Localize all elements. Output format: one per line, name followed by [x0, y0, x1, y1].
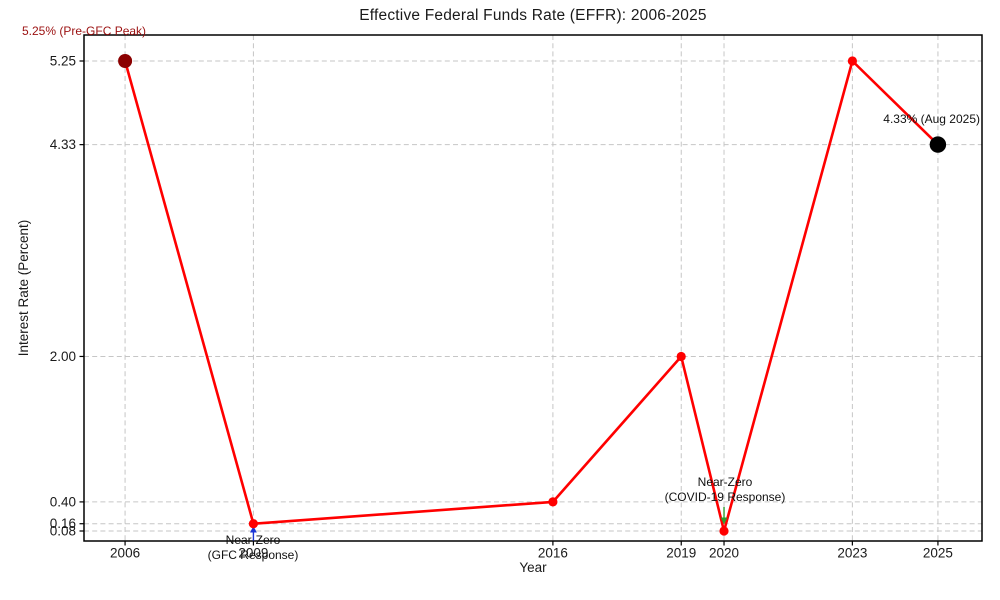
x-axis-title: Year: [519, 560, 547, 575]
x-tick-label-2009: 2009: [238, 546, 268, 561]
annotation-gfc-response: Near-Zero (GFC Response): [207, 533, 299, 562]
data-point-2020: [719, 526, 729, 536]
data-point-2016: [548, 497, 558, 507]
y-tick-label-0.08: 0.08: [50, 524, 76, 539]
data-point-2009: [248, 519, 258, 529]
annotation-pre-gfc-peak: 5.25% (Pre-GFC Peak): [22, 24, 147, 38]
effr-series-line: [123, 59, 940, 533]
y-tick-label-0.16: 0.16: [50, 516, 76, 531]
y-tick-label-5.25: 5.25: [50, 54, 76, 69]
plot-frame: [83, 34, 983, 542]
y-tick-label-4.33: 4.33: [50, 137, 76, 152]
x-tick-label-2020: 2020: [709, 546, 739, 561]
y-tick-label-0.40: 0.40: [50, 494, 76, 509]
data-point-2023: [847, 56, 858, 66]
x-tick-label-2006: 2006: [110, 546, 140, 561]
gfc-arrow-head: [250, 526, 257, 533]
x-tick-label-2023: 2023: [837, 546, 867, 561]
x-tick-label-2016: 2016: [538, 546, 568, 561]
y-tick-label-2.00: 2.00: [50, 349, 76, 364]
x-tick-label-2025: 2025: [923, 546, 953, 561]
data-point-2006: [118, 54, 133, 68]
data-point-2025: [929, 136, 947, 153]
covid-arrow-head: [720, 517, 728, 525]
chart-title: Effective Federal Funds Rate (EFFR): 200…: [359, 7, 707, 24]
data-point-2019: [676, 351, 686, 362]
annotation-aug-2025: 4.33% (Aug 2025): [883, 112, 980, 126]
x-tick-label-2019: 2019: [666, 546, 696, 561]
annotation-covid-response: Near-Zero (COVID-19 Response): [664, 475, 786, 504]
